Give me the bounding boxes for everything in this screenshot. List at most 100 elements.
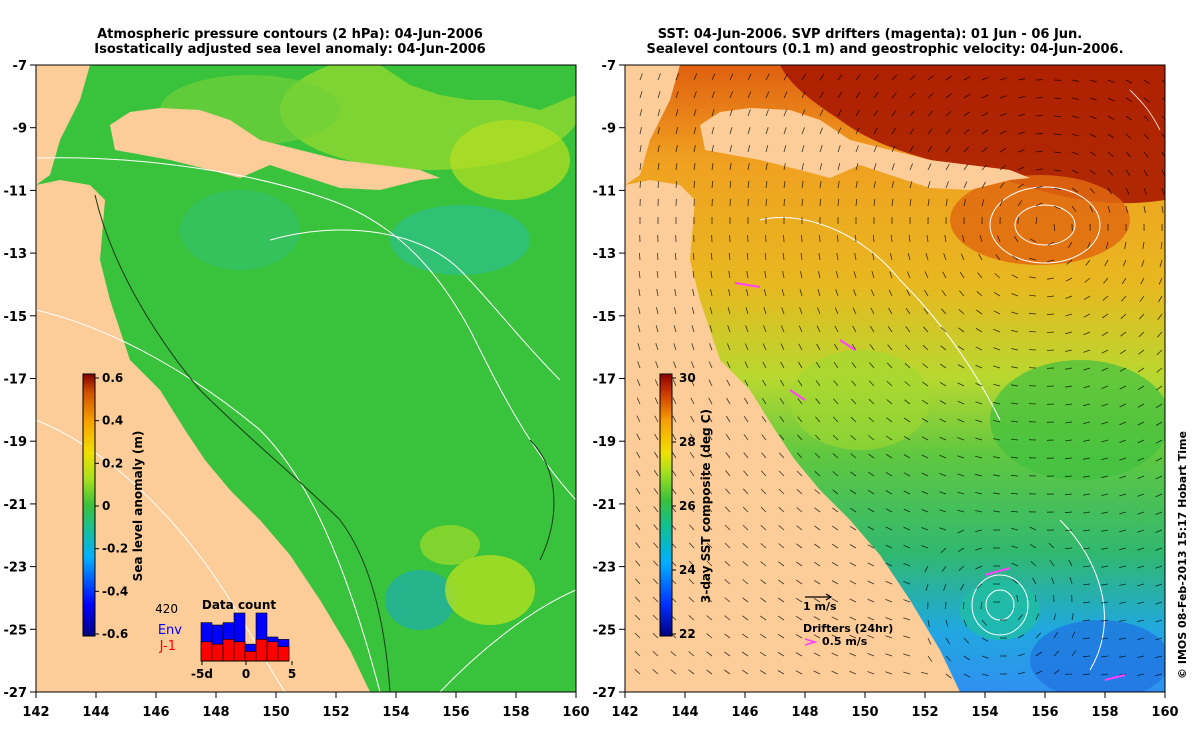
velocity-arrow xyxy=(670,651,677,657)
velocity-arrow xyxy=(943,583,947,591)
velocity-arrow xyxy=(639,73,643,81)
velocity-arrow xyxy=(634,614,641,621)
velocity-arrow xyxy=(909,145,914,153)
velocity-arrow xyxy=(778,579,785,585)
velocity-arrow xyxy=(868,398,875,405)
velocity-arrow xyxy=(904,399,911,405)
velocity-arrow xyxy=(1155,511,1163,515)
velocity-arrow xyxy=(672,415,677,423)
velocity-arrow xyxy=(819,109,824,117)
velocity-arrow xyxy=(1068,559,1073,567)
velocity-arrow xyxy=(922,344,929,351)
velocity-arrow xyxy=(1035,632,1041,639)
velocity-arrow xyxy=(764,271,767,279)
colorbar-tick-label: 28 xyxy=(679,435,696,449)
velocity-arrow xyxy=(795,597,803,603)
y-tick-label: -7 xyxy=(13,59,27,74)
velocity-arrow xyxy=(671,469,677,477)
velocity-arrow xyxy=(1029,526,1037,531)
right-y-axis: -7 -9 -11 -13 -15 -17 -19 -21 -23 -25 -27 xyxy=(593,59,625,701)
velocity-arrow xyxy=(1101,673,1109,676)
velocity-arrow xyxy=(742,524,749,531)
sla-high-mid xyxy=(420,525,480,565)
velocity-arrow xyxy=(903,417,911,423)
velocity-arrow xyxy=(1028,312,1037,315)
velocity-arrow xyxy=(975,455,983,459)
velocity-arrow xyxy=(781,307,785,315)
velocity-arrow xyxy=(831,652,839,657)
velocity-arrow xyxy=(711,91,715,99)
velocity-arrow xyxy=(674,307,677,315)
velocity-arrow xyxy=(637,379,641,387)
velocity-arrow xyxy=(1071,79,1079,82)
velocity-arrow xyxy=(907,271,911,279)
velocity-arrow xyxy=(653,488,659,495)
velocity-arrow xyxy=(1083,565,1091,568)
velocity-arrow xyxy=(638,271,641,279)
velocity-arrow xyxy=(743,415,749,423)
velocity-arrow xyxy=(837,234,839,243)
velocity-arrow xyxy=(927,163,932,171)
velocity-arrow xyxy=(837,74,843,81)
velocity-arrow xyxy=(999,147,1007,153)
velocity-arrow xyxy=(674,252,677,261)
velocity-arrow xyxy=(959,271,965,279)
drifter-track-4 xyxy=(984,567,1011,576)
velocity-arrow xyxy=(746,252,749,261)
y-tick-label: -19 xyxy=(4,435,28,450)
velocity-arrow xyxy=(1065,367,1073,370)
velocity-arrow xyxy=(999,182,1005,189)
velocity-arrow xyxy=(693,73,698,81)
velocity-arrow xyxy=(655,325,659,333)
velocity-arrow xyxy=(1010,510,1019,513)
velocity-arrow xyxy=(654,397,659,405)
right-map-panel: SST: 04-Jun-2006. SVP drifters (magenta)… xyxy=(593,27,1179,720)
velocity-arrow xyxy=(975,492,983,495)
velocity-arrow xyxy=(783,198,785,207)
velocity-arrow xyxy=(1101,637,1109,640)
velocity-arrow xyxy=(798,361,803,369)
velocity-arrow xyxy=(1101,421,1109,425)
velocity-arrow xyxy=(747,91,752,99)
velocity-arrow xyxy=(904,381,911,387)
velocity-arrow xyxy=(1143,187,1147,195)
velocity-arrow xyxy=(729,180,732,189)
velocity-arrow xyxy=(939,509,947,513)
velocity-arrow xyxy=(867,671,875,675)
velocity-arrow xyxy=(999,199,1004,207)
velocity-arrow xyxy=(1119,385,1127,390)
velocity-legend: 1 m/s Drifters (24hr) 0.5 m/s xyxy=(803,593,893,648)
velocity-arrow xyxy=(979,235,983,243)
velocity-arrow xyxy=(1101,331,1109,336)
velocity-arrow xyxy=(975,473,983,477)
velocity-arrow xyxy=(635,560,641,567)
velocity-arrow xyxy=(1155,583,1163,587)
velocity-arrow xyxy=(744,343,749,351)
x-tick-label: 154 xyxy=(382,705,409,720)
velocity-arrow xyxy=(891,163,895,171)
velocity-arrow xyxy=(652,578,659,585)
velocity-arrow xyxy=(1064,457,1073,460)
velocity-arrow xyxy=(1053,169,1061,172)
velocity-arrow xyxy=(689,488,695,495)
y-tick-label: -7 xyxy=(602,59,616,74)
velocity-arrow xyxy=(1155,637,1163,641)
velocity-arrow xyxy=(1101,511,1109,514)
velocity-arrow xyxy=(747,145,751,153)
velocity-arrow xyxy=(945,146,951,153)
velocity-arrow xyxy=(1155,493,1163,498)
velocity-arrow xyxy=(924,565,929,573)
velocity-arrow xyxy=(819,163,823,171)
velocity-arrow xyxy=(657,127,660,135)
velocity-arrow xyxy=(1155,547,1163,551)
y-tick-label: -21 xyxy=(4,498,28,513)
velocity-arrow xyxy=(922,381,929,387)
data-count-x-label: 0 xyxy=(242,667,250,681)
velocity-arrow xyxy=(1155,565,1163,569)
ji-bar xyxy=(200,641,213,662)
velocity-scale-arrowhead xyxy=(825,593,833,601)
velocity-arrow xyxy=(639,163,642,171)
velocity-arrow xyxy=(855,127,860,135)
velocity-arrow xyxy=(743,452,749,459)
